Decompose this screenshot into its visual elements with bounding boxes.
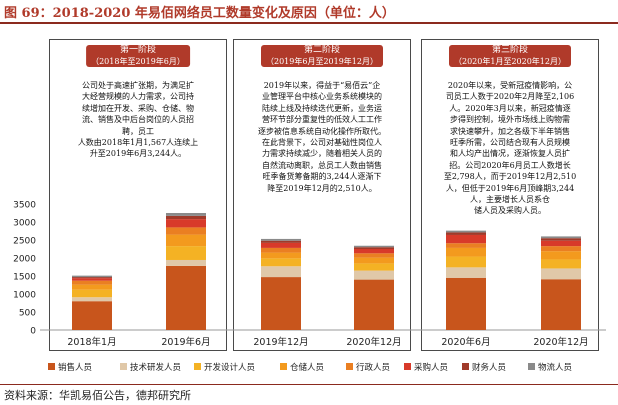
bar-segment xyxy=(72,277,112,279)
legend-swatch xyxy=(346,363,353,370)
x-tick-label: 2020年12月 xyxy=(346,336,401,348)
bar-segment xyxy=(72,275,112,278)
bar-segment xyxy=(72,284,112,290)
y-tick-label: 3500 xyxy=(13,201,36,211)
bar-segment xyxy=(541,238,581,241)
bar-segment xyxy=(446,243,486,248)
x-tick-label: 2019年12月 xyxy=(253,336,308,348)
bar-segment xyxy=(354,279,394,330)
x-tick-label: 2020年6月 xyxy=(441,336,490,348)
bar-segment xyxy=(446,230,486,233)
y-tick-label: 2500 xyxy=(13,237,36,247)
bar-segment xyxy=(354,249,394,254)
bar-segment xyxy=(541,268,581,280)
bar-segment xyxy=(166,215,206,220)
x-tick-label: 2018年1月 xyxy=(67,336,116,348)
bar-segment xyxy=(354,245,394,248)
y-tick-label: 2000 xyxy=(13,255,36,265)
phase-1-badge: 第一阶段 （2018年至2019年6月） xyxy=(86,45,190,67)
bar-segment xyxy=(72,297,112,302)
y-tick-label: 500 xyxy=(19,309,36,319)
footer-rule xyxy=(0,384,618,385)
bar-segment xyxy=(541,246,581,252)
bar-segment xyxy=(261,247,301,253)
bar-segment xyxy=(446,247,486,257)
y-tick-label: 3000 xyxy=(13,219,36,229)
legend-label: 物流人员 xyxy=(538,362,572,373)
phase-3-period: （2020年1月至2020年12月） xyxy=(454,57,566,66)
figure-title: 图 69：2018-2020 年易佰网络员工数量变化及原因（单位：人） xyxy=(4,6,395,21)
bar-segment xyxy=(446,232,486,235)
phase-3-title: 第三阶段 xyxy=(491,45,528,55)
phase-2-box: 第二阶段 （2019年6月至2019年12月） 2019年以来，得益于“易佰云”… xyxy=(233,39,411,351)
phase-2-title: 第二阶段 xyxy=(303,45,340,55)
phase-1-title: 第一阶段 xyxy=(119,45,156,55)
legend-swatch xyxy=(528,363,535,370)
legend-swatch xyxy=(120,363,127,370)
bar-segment xyxy=(354,247,394,249)
legend-label: 销售人员 xyxy=(58,362,92,373)
legend-label: 行政人员 xyxy=(356,362,390,373)
stacked-bar-chart: 0 500 1000 1500 2000 2500 3000 3500 2018年1月 2019年… xyxy=(13,201,606,373)
y-tick-label: 0 xyxy=(30,327,36,337)
legend-swatch xyxy=(404,363,411,370)
bar-segment xyxy=(166,246,206,260)
phase-3-badge: 第三阶段 （2020年1月至2020年12月） xyxy=(449,45,571,67)
bar-segment xyxy=(166,219,206,228)
bar-segment xyxy=(261,277,301,330)
bar-segment xyxy=(541,236,581,239)
bar-segment xyxy=(166,259,206,266)
phase-3-box: 第三阶段 （2020年1月至2020年12月） 2020年以来，受新冠疫情影响，… xyxy=(421,39,599,351)
y-tick-label: 1500 xyxy=(13,273,36,283)
bar-segment xyxy=(261,258,301,267)
legend-swatch xyxy=(280,363,287,370)
bar-segment xyxy=(354,270,394,280)
bar-segment xyxy=(166,213,206,216)
bar-segment xyxy=(446,277,486,330)
bar-segment xyxy=(541,251,581,260)
bar-segment xyxy=(354,263,394,271)
bar-segment xyxy=(166,234,206,247)
bar-segment xyxy=(261,238,301,241)
bar-segment xyxy=(261,242,301,248)
phase-1-note: 公司处于高速扩张期，为满足扩 大经营规模的人力需求，公司持 续增加在开发、采购、… xyxy=(77,81,199,159)
y-tick-label: 1000 xyxy=(13,291,36,301)
legend-label: 仓储人员 xyxy=(290,362,324,373)
bar-segment xyxy=(354,253,394,258)
bar-segment xyxy=(166,265,206,330)
legend-swatch xyxy=(194,363,201,370)
bar-segment xyxy=(541,240,581,247)
bar-segment xyxy=(446,267,486,278)
legend-label: 技术研发人员 xyxy=(130,362,181,373)
bar-segment xyxy=(261,266,301,278)
bar-segment xyxy=(72,280,112,285)
phase-2-badge: 第二阶段 （2019年6月至2019年12月） xyxy=(261,45,383,67)
bar-segment xyxy=(166,227,206,235)
legend-label: 开发设计人员 xyxy=(204,362,255,373)
legend-label: 财务人员 xyxy=(472,362,506,373)
bar-segment xyxy=(72,289,112,298)
phase-3-note: 2020年以来，受新冠疫情影响，公 司员工人数于2020年2月降至2,106 人… xyxy=(443,81,577,216)
legend-swatch xyxy=(462,363,469,370)
bar-segment xyxy=(541,259,581,269)
bar-segment xyxy=(446,256,486,268)
bar-segment xyxy=(354,257,394,264)
bar-segment xyxy=(446,234,486,244)
phase-1-period: （2018年至2019年6月） xyxy=(91,57,185,66)
phase-1-box: 第一阶段 （2018年至2019年6月） 公司处于高速扩张期，为满足扩 大经营规… xyxy=(49,39,227,351)
phase-2-note: 2019年以来，得益于“易佰云”企 业管理平台中核心业务系统模块的 陆续上线及持… xyxy=(258,81,386,193)
bar-segment xyxy=(72,278,112,281)
bar-segment xyxy=(261,252,301,259)
source-note: 资料来源：华凯易佰公告，德邦研究所 xyxy=(4,389,191,402)
phase-2-period: （2019年6月至2019年12月） xyxy=(266,57,378,66)
bar-segment xyxy=(72,301,112,330)
title-rule xyxy=(0,22,618,24)
x-tick-label: 2020年12月 xyxy=(533,336,588,348)
bar-segment xyxy=(541,279,581,330)
x-tick-label: 2019年6月 xyxy=(161,336,210,348)
legend-label: 采购人员 xyxy=(414,362,448,373)
legend-swatch xyxy=(48,363,55,370)
bar-segment xyxy=(261,240,301,243)
